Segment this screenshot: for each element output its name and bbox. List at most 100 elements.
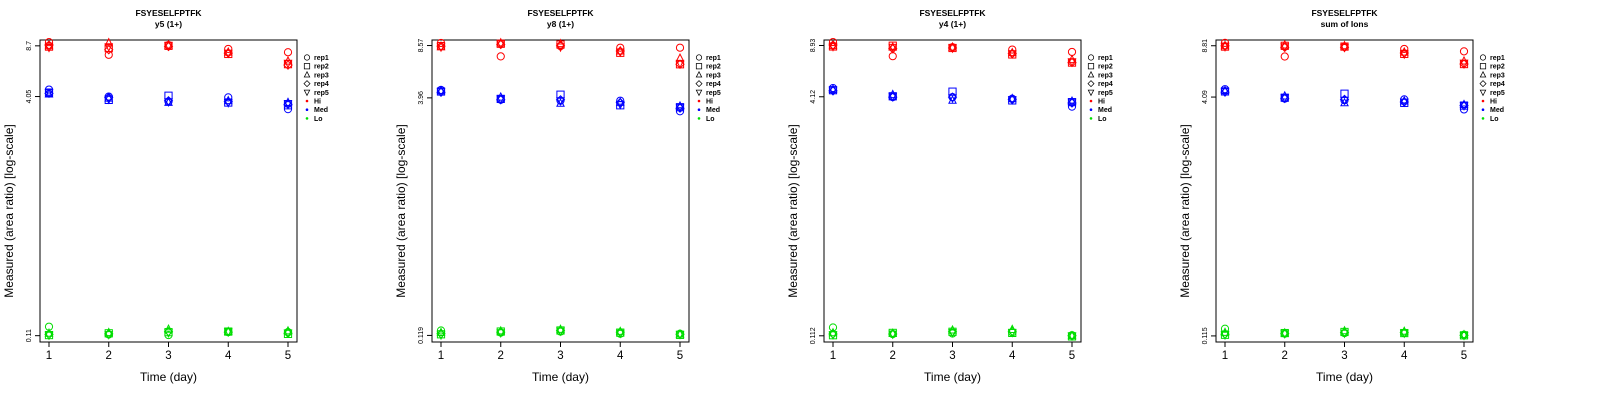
legend-label: rep1 [314, 55, 329, 62]
legend-marker-group [1479, 70, 1487, 78]
legend-marker-group [303, 63, 311, 70]
legend-marker-group [1087, 89, 1095, 97]
point-med-day4-rep1 [224, 93, 233, 102]
x-tick-label: 1 [1222, 350, 1228, 362]
point-med-day3-rep3 [556, 98, 565, 107]
legend-label: rep5 [314, 90, 329, 97]
point-hi-day5-rep4 [283, 60, 293, 70]
legend-label: rep2 [706, 64, 721, 71]
y-tick-label: 0.112 [810, 327, 817, 344]
point-hi-day2-rep1 [496, 52, 505, 61]
point-hi-day1-rep1 [828, 37, 838, 47]
legend-label: Lo [314, 116, 323, 123]
legend-dot-med [305, 108, 309, 111]
point-med-day4-rep1 [616, 96, 625, 105]
legend-marker-rep3 [1087, 70, 1095, 78]
point-med-day5-rep1 [1067, 102, 1077, 111]
point-lo-day3-rep5 [556, 327, 565, 337]
legend-marker-rep3 [303, 70, 311, 78]
legend-marker-group [1087, 80, 1095, 88]
point-lo-day4-rep5 [615, 329, 625, 339]
x-tick-label: 1 [46, 350, 52, 362]
x-tick-label: 2 [1282, 350, 1288, 362]
point-hi-day1-rep4 [44, 40, 54, 50]
legend-dot-hi [697, 99, 701, 103]
x-axis-label: Time (day) [532, 370, 589, 384]
point-hi-day3-rep5 [948, 44, 957, 54]
point-lo-day1-rep5 [436, 331, 446, 341]
x-axis-label: Time (day) [1316, 370, 1373, 384]
legend-label: rep5 [1490, 90, 1505, 97]
legend-marker-group [1479, 54, 1487, 61]
y-tick-label: 4.09 [1202, 90, 1209, 104]
point-med-day5-rep5 [1459, 102, 1469, 111]
x-tick-label: 3 [557, 350, 563, 362]
legend-label: Med [706, 107, 720, 114]
legend-marker-rep1 [1479, 54, 1487, 61]
legend-marker-group [303, 89, 311, 97]
point-lo-day4-rep3 [223, 326, 233, 335]
legend-marker-group [1087, 54, 1095, 61]
legend-marker-group [303, 54, 311, 61]
point-med-day2-rep3 [496, 91, 506, 101]
point-lo-day2-rep5 [104, 331, 114, 340]
point-hi-day2-rep5 [104, 43, 114, 52]
legend-marker-rep1 [303, 54, 311, 61]
point-med-day1-rep5 [1220, 88, 1230, 97]
point-hi-day4-rep5 [223, 49, 233, 59]
legend-label: Med [314, 107, 328, 114]
legend-marker-rep2 [1479, 63, 1487, 70]
legend-marker-rep4 [303, 80, 311, 88]
plot-area [823, 39, 1082, 343]
point-lo-day5-rep5 [1459, 331, 1469, 341]
legend-marker-group [695, 54, 703, 61]
point-hi-day2-rep1 [1280, 52, 1289, 61]
legend-dot-hi [1481, 99, 1485, 103]
plot-area [39, 39, 298, 343]
chart-subtitle: sum of Ions [1321, 19, 1369, 29]
legend-marker-group [1087, 70, 1095, 78]
point-med-day4-rep5 [1399, 98, 1409, 108]
chart-title: FSYESELFPTFK [527, 8, 594, 18]
point-lo-day5-rep3 [675, 328, 685, 338]
point-med-day1-rep5 [828, 86, 838, 96]
legend-marker-rep5 [303, 89, 311, 97]
point-lo-day4-rep3 [615, 326, 625, 335]
point-med-day3-rep5 [556, 97, 565, 106]
legend-marker-group [695, 63, 703, 70]
x-tick-label: 3 [949, 350, 955, 362]
legend-marker-rep3 [695, 70, 703, 78]
legend-marker-rep5 [1087, 89, 1095, 97]
legend-dot-hi [305, 99, 309, 103]
legend-marker-rep4 [695, 80, 703, 88]
legend-label: Med [1098, 107, 1112, 114]
legend-dot-lo [1089, 117, 1093, 120]
x-tick-label: 4 [617, 350, 624, 362]
x-tick-label: 3 [1341, 350, 1347, 362]
point-hi-day2-rep5 [496, 40, 506, 50]
y-tick-label: 8.93 [810, 39, 817, 53]
point-lo-day2-rep3 [888, 328, 898, 337]
point-hi-day5-rep5 [1067, 58, 1077, 67]
chart-title: FSYESELFPTFK [135, 8, 202, 18]
chart-subtitle: y4 (1+) [939, 19, 966, 29]
legend-label: Hi [706, 99, 713, 106]
legend-dot-med [1089, 108, 1093, 111]
point-med-day1-rep5 [436, 88, 446, 97]
point-lo-day1-rep5 [44, 331, 54, 341]
legend-marker-rep1 [695, 54, 703, 61]
point-med-day4-rep5 [1007, 96, 1017, 105]
legend-label: rep5 [1098, 90, 1113, 97]
point-hi-day2-rep3 [1280, 39, 1290, 49]
legend-dot-lo [1481, 117, 1485, 120]
legend-label: Med [1490, 107, 1504, 114]
y-tick-label: 4.05 [26, 90, 33, 104]
point-hi-day4-rep1 [1400, 44, 1409, 54]
point-lo-day1-rep5 [1220, 331, 1230, 341]
point-lo-day5-rep5 [1067, 332, 1077, 342]
legend-label: Hi [1490, 99, 1497, 106]
